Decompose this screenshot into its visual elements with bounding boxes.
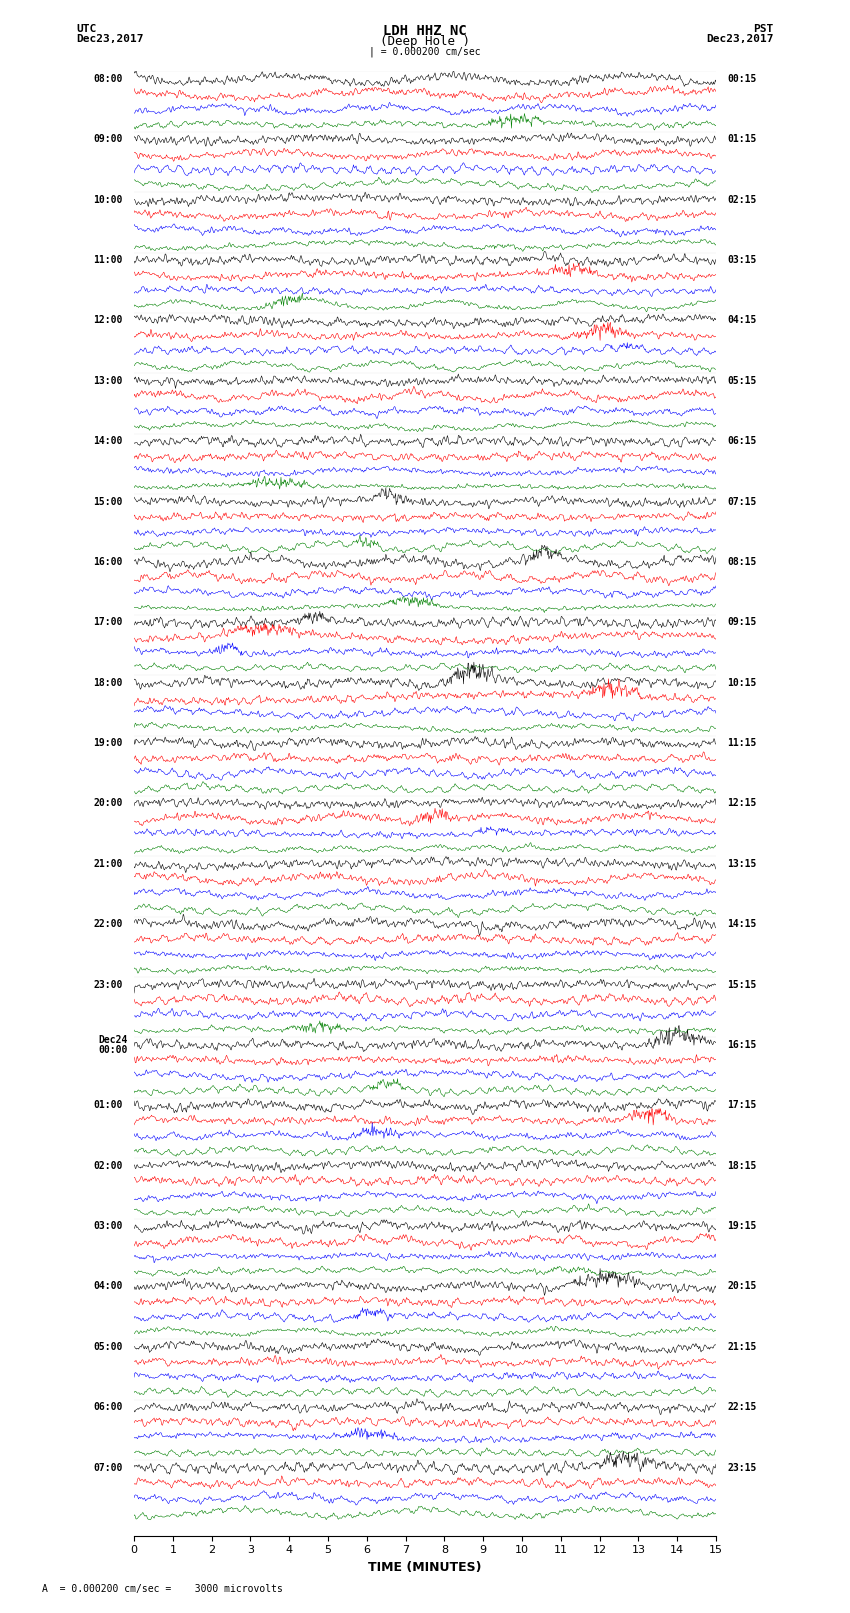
Text: 07:00: 07:00 <box>93 1463 122 1473</box>
Text: 13:15: 13:15 <box>728 858 757 869</box>
Text: Dec23,2017: Dec23,2017 <box>76 34 144 44</box>
Text: 12:00: 12:00 <box>93 316 122 326</box>
Text: 22:00: 22:00 <box>93 919 122 929</box>
Text: 18:15: 18:15 <box>728 1161 757 1171</box>
Text: 20:15: 20:15 <box>728 1281 757 1292</box>
Text: 21:00: 21:00 <box>93 858 122 869</box>
Text: 12:15: 12:15 <box>728 798 757 808</box>
Text: PST: PST <box>753 24 774 34</box>
Text: 03:00: 03:00 <box>93 1221 122 1231</box>
Text: 00:00: 00:00 <box>99 1045 128 1055</box>
Text: A  = 0.000200 cm/sec =    3000 microvolts: A = 0.000200 cm/sec = 3000 microvolts <box>42 1584 283 1594</box>
Text: 17:00: 17:00 <box>93 618 122 627</box>
Text: 02:00: 02:00 <box>93 1161 122 1171</box>
Text: 10:15: 10:15 <box>728 677 757 687</box>
Text: 06:00: 06:00 <box>93 1402 122 1413</box>
Text: 15:15: 15:15 <box>728 979 757 990</box>
Text: 23:00: 23:00 <box>93 979 122 990</box>
Text: 11:15: 11:15 <box>728 739 757 748</box>
Text: UTC: UTC <box>76 24 97 34</box>
Text: 04:00: 04:00 <box>93 1281 122 1292</box>
Text: 01:15: 01:15 <box>728 134 757 145</box>
Text: | = 0.000200 cm/sec: | = 0.000200 cm/sec <box>369 47 481 58</box>
Text: 22:15: 22:15 <box>728 1402 757 1413</box>
Text: Dec24: Dec24 <box>99 1036 128 1045</box>
Text: 05:15: 05:15 <box>728 376 757 386</box>
Text: 03:15: 03:15 <box>728 255 757 265</box>
Text: 18:00: 18:00 <box>93 677 122 687</box>
Text: 08:00: 08:00 <box>93 74 122 84</box>
Text: 14:15: 14:15 <box>728 919 757 929</box>
Text: 06:15: 06:15 <box>728 436 757 447</box>
Text: 11:00: 11:00 <box>93 255 122 265</box>
Text: 23:15: 23:15 <box>728 1463 757 1473</box>
Text: 19:15: 19:15 <box>728 1221 757 1231</box>
Text: 09:15: 09:15 <box>728 618 757 627</box>
Text: 05:00: 05:00 <box>93 1342 122 1352</box>
Text: 07:15: 07:15 <box>728 497 757 506</box>
Text: LDH HHZ NC: LDH HHZ NC <box>383 24 467 39</box>
Text: Dec23,2017: Dec23,2017 <box>706 34 774 44</box>
Text: 13:00: 13:00 <box>93 376 122 386</box>
Text: 16:00: 16:00 <box>93 556 122 568</box>
Text: 10:00: 10:00 <box>93 195 122 205</box>
Text: 02:15: 02:15 <box>728 195 757 205</box>
Text: 17:15: 17:15 <box>728 1100 757 1110</box>
Text: 14:00: 14:00 <box>93 436 122 447</box>
Text: 04:15: 04:15 <box>728 316 757 326</box>
Text: 20:00: 20:00 <box>93 798 122 808</box>
Text: 19:00: 19:00 <box>93 739 122 748</box>
Text: 15:00: 15:00 <box>93 497 122 506</box>
X-axis label: TIME (MINUTES): TIME (MINUTES) <box>368 1561 482 1574</box>
Text: 16:15: 16:15 <box>728 1040 757 1050</box>
Text: 21:15: 21:15 <box>728 1342 757 1352</box>
Text: 09:00: 09:00 <box>93 134 122 145</box>
Text: 00:15: 00:15 <box>728 74 757 84</box>
Text: 01:00: 01:00 <box>93 1100 122 1110</box>
Text: 08:15: 08:15 <box>728 556 757 568</box>
Text: (Deep Hole ): (Deep Hole ) <box>380 35 470 48</box>
